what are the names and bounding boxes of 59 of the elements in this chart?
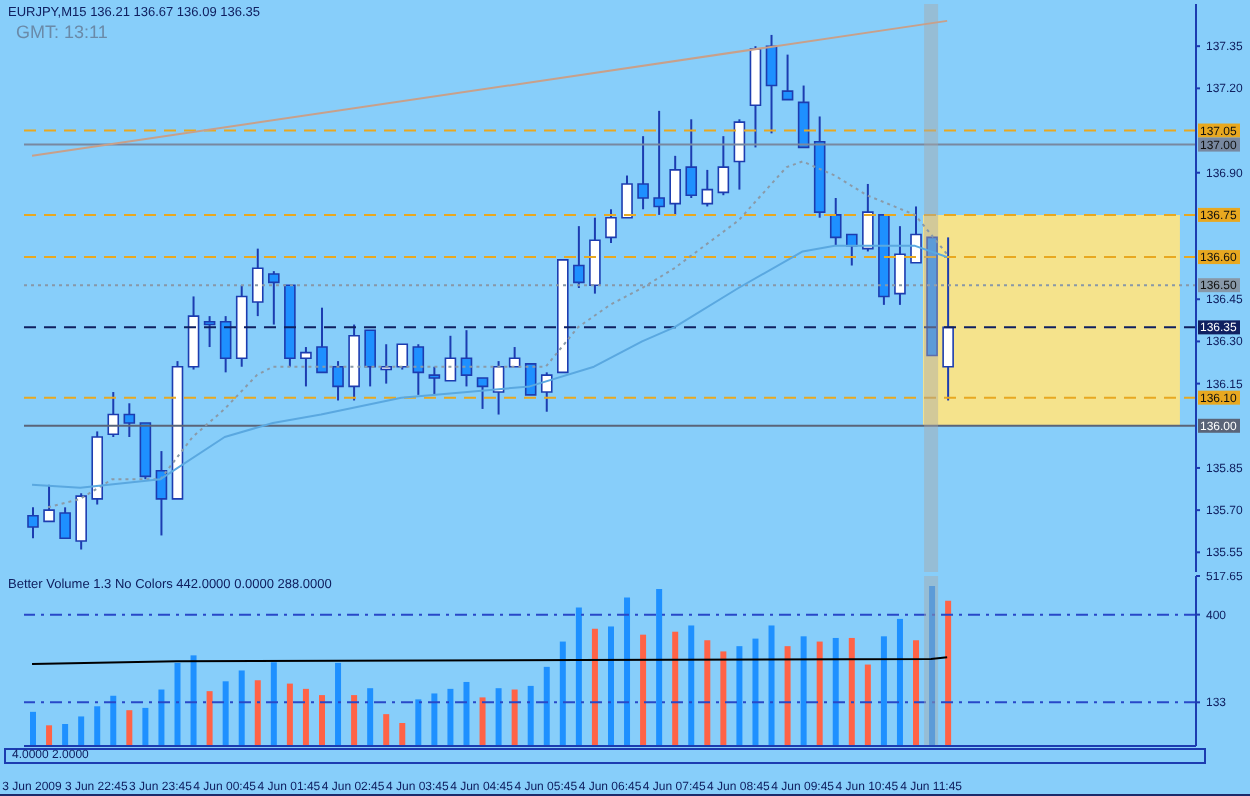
bar — [318, 695, 325, 746]
bar — [463, 681, 470, 746]
bar — [254, 680, 261, 746]
bar — [913, 640, 920, 746]
bar — [672, 631, 679, 746]
bar — [880, 636, 887, 746]
bar — [302, 688, 309, 746]
bar — [431, 693, 438, 746]
bar — [896, 618, 903, 746]
bar — [190, 655, 197, 746]
bar — [238, 670, 245, 746]
bar — [222, 681, 229, 746]
bar — [768, 625, 775, 746]
bar — [736, 646, 743, 746]
bar — [351, 695, 358, 746]
bar — [479, 697, 486, 746]
bar — [864, 664, 871, 746]
bar — [816, 641, 823, 746]
bar — [383, 714, 390, 746]
bar — [110, 695, 117, 746]
bar — [704, 640, 711, 746]
bar — [270, 662, 277, 746]
bar — [174, 662, 181, 746]
bar — [640, 634, 647, 746]
bar — [367, 688, 374, 746]
bar — [929, 586, 936, 746]
bar — [720, 651, 727, 746]
bar — [511, 689, 518, 746]
bar — [78, 716, 85, 746]
bar — [527, 685, 534, 746]
bar — [335, 662, 342, 746]
bar — [415, 699, 422, 746]
bar — [784, 646, 791, 746]
bar — [142, 707, 149, 746]
bar — [94, 706, 101, 746]
bar — [752, 638, 759, 746]
bar — [206, 691, 213, 746]
bar — [656, 589, 663, 746]
bar — [30, 711, 36, 746]
bar — [286, 683, 293, 746]
bar — [832, 637, 839, 746]
bar — [495, 688, 502, 746]
bar — [158, 689, 165, 746]
bar — [46, 725, 53, 746]
bar — [575, 607, 582, 746]
bar — [624, 597, 631, 746]
bar — [800, 636, 807, 746]
bar — [688, 625, 695, 746]
bar — [559, 641, 566, 746]
bar — [848, 637, 855, 746]
bar — [607, 626, 614, 746]
bar — [126, 710, 133, 746]
bar — [543, 666, 550, 746]
bar — [399, 723, 406, 746]
bar — [62, 724, 69, 746]
bar — [945, 600, 952, 746]
bar — [447, 688, 454, 746]
bar — [591, 628, 598, 746]
text: GMT: 13:11 — [16, 22, 108, 42]
